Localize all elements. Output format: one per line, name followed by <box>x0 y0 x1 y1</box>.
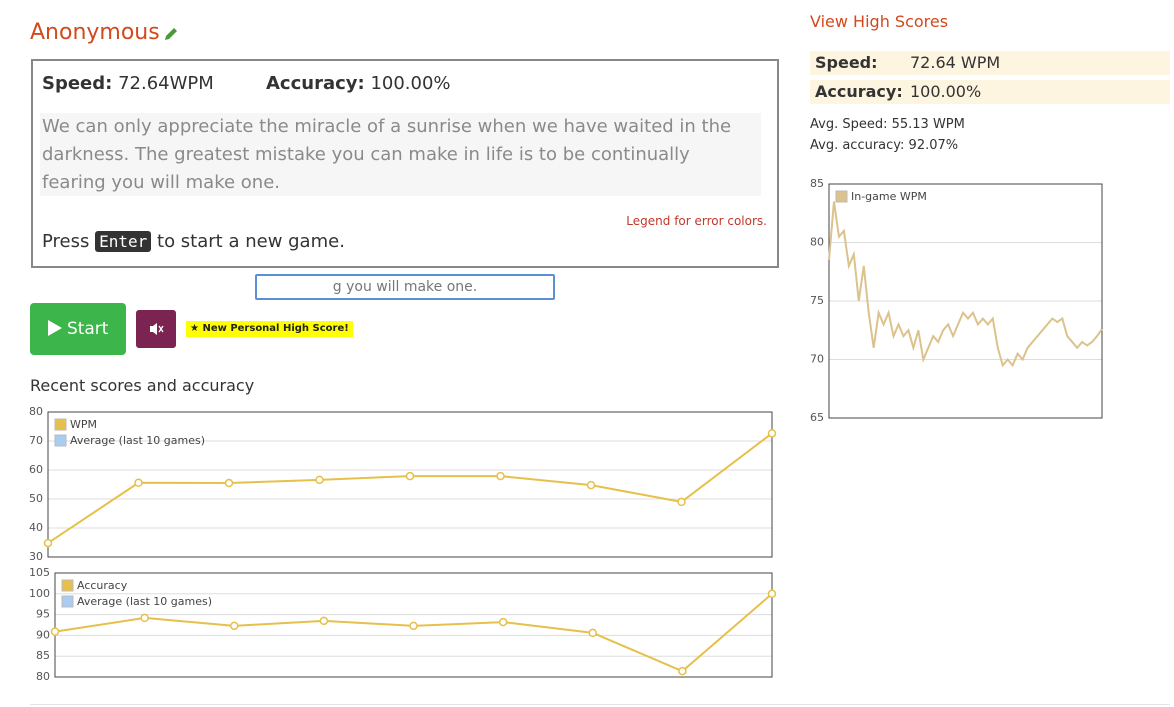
row-value: 100.00% <box>910 82 982 101</box>
legend-swatch <box>61 579 74 592</box>
row-label: Speed: <box>815 53 878 72</box>
accuracy-label: Accuracy: <box>266 73 365 94</box>
legend-swatch <box>61 595 74 608</box>
point <box>586 480 596 490</box>
point <box>588 628 597 638</box>
score-row: Speed: 72.64 WPM <box>810 51 1170 75</box>
section-heading: Recent scores and accuracy <box>30 376 255 395</box>
y-tick-label: 70 <box>810 353 824 366</box>
point <box>43 538 53 548</box>
point <box>498 617 508 627</box>
speed-value: 72.64WPM <box>118 73 214 94</box>
y-tick-label: 85 <box>36 649 50 662</box>
legend-label: WPM <box>70 418 97 431</box>
typing-input[interactable]: g you will make one. <box>255 274 555 300</box>
y-tick-label: 30 <box>29 550 43 563</box>
prompt-text: to start a new game. <box>157 231 345 252</box>
passage: We can only appreciate the miracle of a … <box>40 113 761 196</box>
point <box>678 666 687 676</box>
score-row: Accuracy: 100.00% <box>810 80 1170 104</box>
speed: Speed: 72.64WPM <box>42 73 214 94</box>
y-tick-label: 85 <box>810 177 824 190</box>
avg-accuracy: Avg. accuracy: 92.07% <box>810 138 959 153</box>
point <box>315 475 324 485</box>
legend-label: Accuracy <box>77 579 128 592</box>
speed-label: Speed: <box>42 73 113 94</box>
line <box>828 201 1103 368</box>
row-value: 72.64 WPM <box>910 53 1001 72</box>
start-button[interactable]: Start <box>30 303 126 355</box>
y-tick-label: 100 <box>29 587 50 600</box>
point <box>50 627 60 636</box>
start-label: Start <box>66 319 109 339</box>
point <box>230 621 239 631</box>
play-icon <box>47 320 62 336</box>
accuracy-value: 100.00% <box>370 73 451 94</box>
point <box>319 616 329 626</box>
legend-swatch <box>54 418 67 431</box>
result-box <box>31 59 779 268</box>
y-tick-label: 60 <box>29 463 43 476</box>
legend-swatch <box>835 190 848 203</box>
legend-link[interactable]: Legend for error colors. <box>626 214 767 228</box>
mute-button[interactable] <box>136 310 176 348</box>
key: Enter <box>95 231 152 252</box>
legend-label: In-game WPM <box>851 190 927 203</box>
avg-speed: Avg. Speed: 55.13 WPM <box>810 117 965 132</box>
y-tick-label: 75 <box>810 294 824 307</box>
y-tick-label: 40 <box>29 521 43 534</box>
line <box>54 593 773 673</box>
y-tick-label: 50 <box>29 492 43 505</box>
player-name[interactable]: Anonymous <box>30 20 160 45</box>
y-tick-label: 80 <box>810 236 824 249</box>
y-tick-label: 90 <box>36 628 50 641</box>
legend-swatch <box>54 434 67 447</box>
line <box>47 432 773 544</box>
plot-frame <box>54 572 773 678</box>
plot-frame <box>47 411 773 558</box>
mute-icon <box>150 323 164 335</box>
point <box>767 429 777 438</box>
high-score-badge: ★ New Personal High Score! <box>186 321 353 337</box>
y-tick-label: 80 <box>29 405 43 418</box>
y-tick-label: 105 <box>29 566 50 579</box>
y-tick-label: 95 <box>36 608 50 621</box>
edit-icon[interactable] <box>163 26 179 42</box>
y-tick-label: 80 <box>36 670 50 683</box>
legend-label: Average (last 10 games) <box>77 595 212 608</box>
y-tick-label: 65 <box>810 411 824 424</box>
high-scores-link[interactable]: View High Scores <box>810 12 949 31</box>
divider <box>30 704 1170 705</box>
point <box>405 471 415 481</box>
prompt-text: Press <box>42 231 90 252</box>
prompt: Press Enter to start a new game. <box>42 231 345 252</box>
legend-label: Average (last 10 games) <box>70 434 205 447</box>
y-tick-label: 70 <box>29 434 43 447</box>
accuracy: Accuracy: 100.00% <box>266 73 451 94</box>
point <box>767 589 777 599</box>
row-label: Accuracy: <box>815 82 903 101</box>
point <box>677 497 686 507</box>
point <box>496 471 505 481</box>
point <box>224 478 234 488</box>
point <box>134 478 143 488</box>
plot-frame <box>828 183 1103 419</box>
point <box>140 613 149 623</box>
point <box>409 621 418 631</box>
